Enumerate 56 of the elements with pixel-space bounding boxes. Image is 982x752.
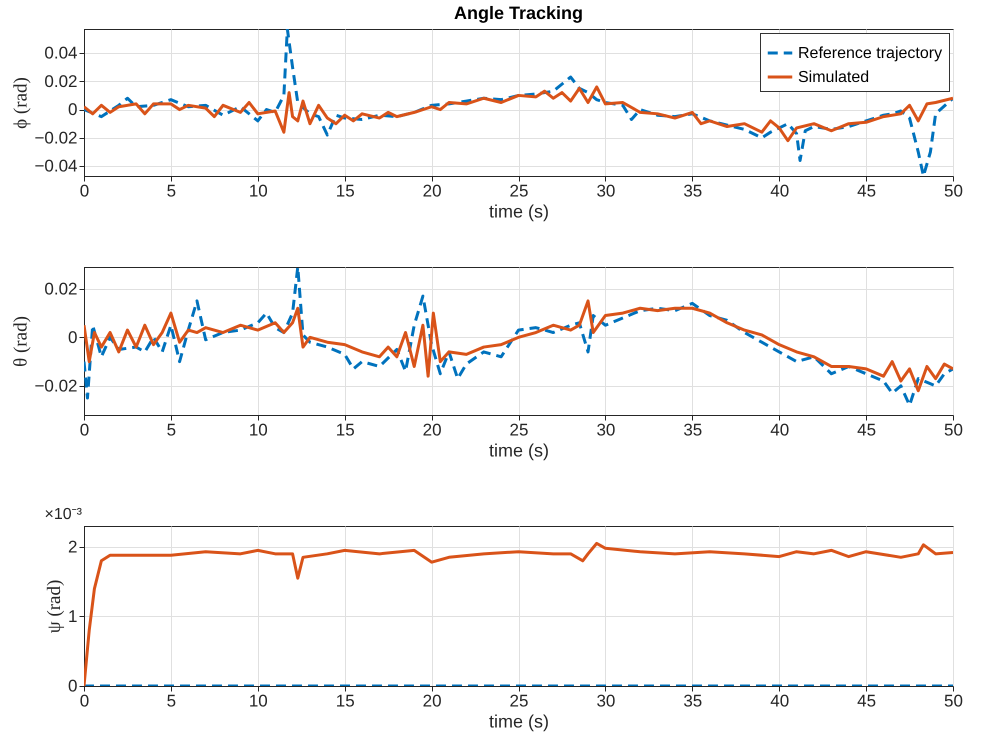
x-tick-label: 5 bbox=[166, 692, 176, 710]
x-tick-label: 30 bbox=[596, 692, 616, 710]
x-tick-label: 50 bbox=[944, 182, 963, 200]
x-axis-title: time (s) bbox=[489, 440, 549, 460]
x-tick-label: 25 bbox=[510, 182, 528, 200]
legend-label: Simulated bbox=[798, 69, 870, 86]
x-tick-label: 20 bbox=[422, 182, 442, 200]
legend-label: Reference trajectory bbox=[798, 45, 942, 62]
x-tick-label: 10 bbox=[248, 182, 268, 200]
x-tick-label: 15 bbox=[336, 182, 355, 200]
x-tick-label: 35 bbox=[683, 692, 702, 710]
y-axis-title: ψ (rad) bbox=[44, 580, 66, 634]
x-tick-label: 0 bbox=[80, 420, 90, 440]
x-tick-label: 0 bbox=[80, 692, 90, 710]
y-tick-label: −0.04 bbox=[34, 156, 78, 176]
y-tick-label: −0.02 bbox=[34, 128, 78, 148]
x-tick-label: 40 bbox=[770, 692, 790, 710]
x-tick-label: 45 bbox=[857, 420, 876, 440]
x-tick-label: 25 bbox=[510, 692, 528, 710]
text: ×10⁻³ bbox=[44, 506, 83, 523]
x-tick-label: 20 bbox=[422, 420, 442, 440]
y-tick-label: 0.02 bbox=[44, 279, 78, 298]
y-tick-label: −0.02 bbox=[34, 376, 78, 396]
y-axis-title: θ (rad) bbox=[10, 316, 32, 367]
x-tick-label: 30 bbox=[596, 420, 616, 440]
x-tick-label: 10 bbox=[248, 692, 268, 710]
x-tick-label: 10 bbox=[248, 420, 268, 440]
y-tick-label: 2 bbox=[68, 537, 78, 556]
x-tick-label: 40 bbox=[770, 182, 790, 200]
chart-title: Angle Tracking bbox=[454, 3, 584, 23]
x-tick-label: 50 bbox=[944, 420, 963, 440]
x-tick-label: 15 bbox=[336, 420, 355, 440]
x-tick-label: 45 bbox=[857, 692, 876, 710]
x-tick-label: 0 bbox=[80, 182, 90, 200]
line-series bbox=[84, 85, 953, 142]
y-tick-label: 0.04 bbox=[44, 44, 78, 63]
x-tick-label: 35 bbox=[683, 182, 702, 200]
x-tick-label: 30 bbox=[596, 182, 616, 200]
x-tick-label: 5 bbox=[166, 182, 176, 200]
y-tick-label: 0.02 bbox=[44, 72, 78, 91]
x-tick-label: 20 bbox=[422, 692, 442, 710]
x-axis-title: time (s) bbox=[489, 202, 549, 222]
x-axis-title: time (s) bbox=[489, 712, 549, 732]
x-tick-label: 15 bbox=[336, 692, 355, 710]
x-tick-label: 35 bbox=[683, 420, 702, 440]
x-tick-label: 40 bbox=[770, 420, 790, 440]
x-tick-label: 5 bbox=[166, 420, 176, 440]
y-tick-label: 0 bbox=[68, 100, 78, 120]
x-tick-label: 25 bbox=[510, 420, 528, 440]
line-series bbox=[84, 299, 953, 392]
y-axis-title: ϕ (rad) bbox=[10, 77, 32, 129]
y-tick-label: 0 bbox=[68, 676, 78, 696]
y-tick-label: 0 bbox=[68, 328, 78, 347]
x-tick-label: 50 bbox=[944, 692, 963, 710]
x-tick-label: 45 bbox=[857, 182, 876, 200]
y-tick-label: 1 bbox=[68, 606, 78, 626]
